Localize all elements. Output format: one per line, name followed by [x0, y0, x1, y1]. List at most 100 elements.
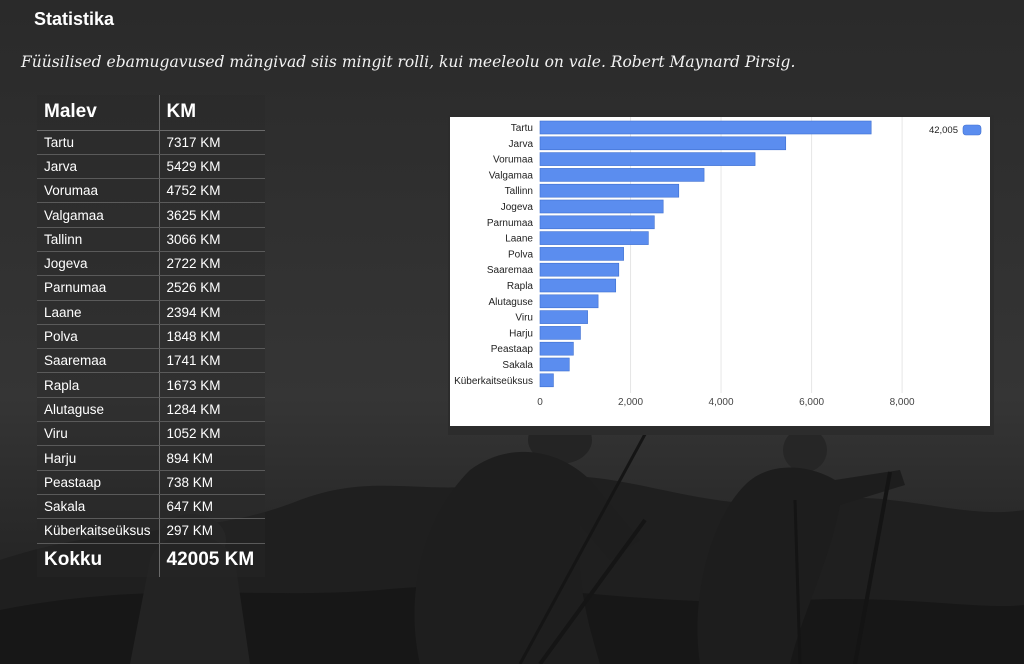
unit-km: 2526 KM: [159, 275, 265, 301]
unit-km: 297 KM: [159, 518, 265, 544]
total-label: Kokku: [37, 543, 160, 578]
unit-name: Rapla: [37, 372, 160, 398]
bar: [539, 278, 617, 293]
bar: [539, 183, 680, 198]
category-label: Jarva: [509, 139, 534, 150]
table-header-row: Malev KM: [37, 95, 265, 131]
unit-km: 1741 KM: [159, 348, 265, 374]
unit-name: Tartu: [37, 130, 160, 155]
unit-km: 894 KM: [159, 445, 265, 471]
unit-name: Jarva: [37, 154, 160, 180]
unit-km: 3066 KM: [159, 227, 265, 252]
x-tick-label: 6,000: [799, 397, 824, 408]
table-row: Jogeva 2722 KM: [37, 251, 265, 277]
x-tick-label: 2,000: [618, 397, 643, 408]
bar-chart: Tartu Jarva Vorumaa Valgamaa Tallinn Jogeva Pa…: [454, 117, 982, 408]
x-tick-label: 0: [537, 397, 543, 408]
bar: [539, 373, 554, 388]
total-value: 42005 KM: [166, 549, 255, 571]
table-row: Polva 1848 KM: [37, 324, 265, 350]
bar: [539, 310, 588, 324]
unit-km: 738 KM: [159, 470, 265, 495]
category-label: Peastaap: [491, 344, 534, 355]
unit-name: Laane: [37, 300, 160, 325]
category-label: Vorumaa: [493, 155, 533, 166]
unit-km: 1284 KM: [159, 397, 265, 423]
category-label: Laane: [505, 234, 533, 245]
chart-frame: Tartu Jarva Vorumaa Valgamaa Tallinn Jogeva Pa…: [448, 115, 994, 435]
unit-name: Jogeva: [37, 251, 160, 277]
table-row: Laane 2394 KM: [37, 300, 265, 325]
table-row: Rapla 1673 KM: [37, 372, 265, 398]
bar: [539, 152, 756, 166]
bar: [539, 326, 581, 340]
bar: [539, 262, 620, 277]
category-label: Viru: [515, 313, 533, 324]
unit-name: Viru: [37, 421, 160, 447]
bar: [539, 294, 599, 309]
category-label: Tartu: [511, 123, 533, 134]
table-row: Tallinn 3066 KM: [37, 227, 265, 252]
unit-name: Peastaap: [37, 470, 160, 495]
bar: [539, 136, 787, 151]
bar: [539, 357, 570, 372]
table-row: Jarva 5429 KM: [37, 154, 265, 180]
unit-name: Valgamaa: [37, 202, 160, 228]
table-row: Viru 1052 KM: [37, 421, 265, 447]
unit-name: Sakala: [37, 494, 160, 520]
unit-name: Tallinn: [37, 227, 160, 252]
bar: [539, 231, 649, 245]
page-title: Statistika: [34, 9, 115, 29]
x-tick-label: 8,000: [890, 397, 915, 408]
column-header-km: KM: [159, 95, 265, 131]
unit-km: 1673 KM: [159, 372, 265, 398]
bar-chart-panel: Tartu Jarva Vorumaa Valgamaa Tallinn Jogeva Pa…: [450, 117, 990, 426]
bar: [539, 215, 655, 230]
table-row: Alutaguse 1284 KM: [37, 397, 265, 423]
category-label: Harju: [509, 328, 533, 339]
unit-km: 647 KM: [159, 494, 265, 520]
category-label: Saaremaa: [487, 265, 534, 276]
unit-km: 2722 KM: [159, 251, 265, 277]
unit-km: 5429 KM: [159, 154, 265, 180]
category-label: Alutaguse: [489, 297, 534, 308]
bar: [539, 168, 705, 182]
category-label: Polva: [508, 249, 533, 260]
column-header-unit: Malev: [37, 95, 160, 131]
table-row: Vorumaa 4752 KM: [37, 178, 265, 204]
table-row: Harju 894 KM: [37, 445, 265, 471]
page-quote: Füüsilised ebamugavused mängivad siis mi…: [21, 53, 796, 71]
unit-km: 1052 KM: [159, 421, 265, 447]
unit-km: 1848 KM: [159, 324, 265, 350]
unit-km: 7317 KM: [159, 130, 265, 155]
unit-name: Harju: [37, 445, 160, 471]
table-row: Sakala 647 KM: [37, 494, 265, 520]
bar: [539, 120, 872, 135]
table-row: Peastaap 738 KM: [37, 470, 265, 495]
category-label: Valgamaa: [489, 170, 534, 181]
legend-swatch: [962, 124, 982, 136]
category-label: Sakala: [502, 360, 533, 371]
unit-name: Küberkaitseüksus: [37, 518, 160, 544]
category-label: Rapla: [507, 281, 534, 292]
unit-km: 2394 KM: [159, 300, 265, 325]
distance-table: Malev KM Tartu 7317 KM Jarva 5429 KM Vorum…: [37, 95, 265, 578]
unit-name: Parnumaa: [37, 275, 160, 301]
legend-label: 42,005: [929, 125, 958, 136]
bar: [539, 247, 624, 261]
category-label: Küberkaitseüksus: [454, 376, 533, 387]
unit-km: 3625 KM: [159, 202, 265, 228]
unit-km: 4752 KM: [159, 178, 265, 204]
table-row: Tartu 7317 KM: [37, 130, 265, 155]
x-tick-label: 4,000: [709, 397, 734, 408]
table-row: Valgamaa 3625 KM: [37, 202, 265, 228]
unit-name: Polva: [37, 324, 160, 350]
unit-name: Vorumaa: [37, 178, 160, 204]
table-row: Saaremaa 1741 KM: [37, 348, 265, 374]
unit-name: Alutaguse: [37, 397, 160, 423]
category-label: Jogeva: [501, 202, 534, 213]
table-total-row: Kokku 42005 KM: [37, 543, 265, 578]
category-label: Tallinn: [505, 186, 533, 197]
bar: [539, 199, 664, 214]
category-label: Parnumaa: [487, 218, 534, 229]
